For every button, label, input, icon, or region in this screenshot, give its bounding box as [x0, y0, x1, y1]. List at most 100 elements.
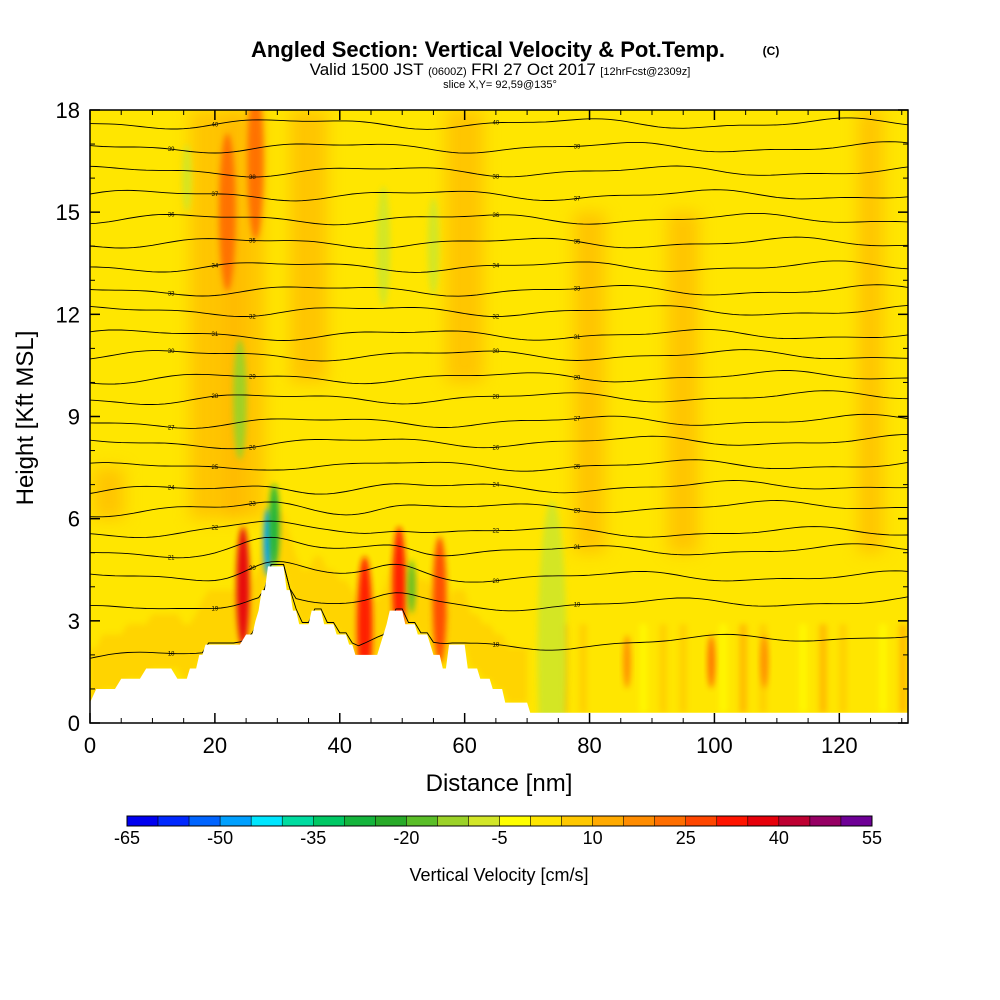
colorbar-tick-label: -20: [393, 828, 419, 848]
theta-contour: [90, 500, 908, 518]
theta-contour-label: 37: [212, 192, 219, 198]
colorbar-swatch: [219, 815, 252, 827]
colorbar-swatch: [561, 815, 593, 827]
theta-contour: [90, 536, 908, 559]
chart-subtitle: Valid 1500 JST (0600Z) FRI 27 Oct 2017 […: [310, 60, 691, 79]
theta-contour-label: 36: [168, 212, 175, 218]
colorbar-swatch: [530, 815, 562, 827]
colorbar-swatch: [716, 815, 749, 827]
y-tick-label: 12: [56, 302, 80, 327]
colorbar-swatch: [592, 815, 624, 827]
plume-band: [667, 212, 699, 553]
colorbar-swatch: [499, 815, 531, 827]
y-tick-label: 6: [68, 507, 80, 532]
colorbar-tick-label: 40: [769, 828, 789, 848]
theta-contour: [90, 117, 908, 130]
colorbar-swatch: [250, 815, 283, 827]
y-axis-label: Height [Kft MSL]: [12, 331, 39, 506]
updraft-cell: [236, 526, 250, 647]
low-band: [899, 624, 907, 713]
low-band: [739, 624, 747, 713]
low-band: [639, 624, 647, 713]
theta-contour-label: 34: [212, 263, 219, 269]
subtitle-forecast-run: [12hrFcst@2309z]: [600, 66, 690, 78]
potential-temperature-contours: 18 18 19 19 20 20 21 21 22 22 23 23 24 24 25 25 26 26 27 27…: [90, 117, 908, 659]
theta-contour: [90, 520, 908, 539]
terrain-mask: [90, 566, 908, 723]
theta-contour-label: 33: [168, 292, 175, 298]
low-band: [719, 624, 727, 713]
theta-contour-label: 31: [574, 335, 581, 341]
low-band: [679, 624, 687, 713]
theta-contour-label: 30: [493, 349, 500, 355]
theta-contour-label: 30: [168, 349, 175, 355]
theta-contour: [90, 434, 908, 450]
colorbar-swatch: [623, 815, 655, 827]
theta-contour-label: 19: [574, 603, 581, 609]
colorbar-swatch: [654, 815, 686, 827]
low-band: [579, 624, 588, 713]
colorbar-swatch: [437, 815, 469, 827]
colorbar-swatch: [468, 815, 500, 827]
theta-contour-label: 25: [212, 465, 219, 471]
downdraft-cell: [537, 501, 567, 723]
low-band: [619, 624, 628, 713]
subtitle-date: FRI 27 Oct 2017: [471, 60, 596, 79]
theta-contour-label: 18: [493, 642, 500, 648]
theta-contour-label: 24: [168, 485, 175, 491]
theta-contour: [90, 564, 908, 612]
theta-contour: [90, 349, 908, 362]
downdraft-cell: [269, 484, 280, 567]
theta-contour: [90, 480, 908, 495]
x-tick-label: 80: [577, 733, 601, 758]
y-tick-label: 0: [68, 711, 80, 736]
theta-contour-label: 27: [574, 417, 581, 423]
x-tick-label: 0: [84, 733, 96, 758]
theta-contour-label: 21: [574, 545, 581, 551]
updraft-cell: [432, 536, 447, 665]
x-tick-label: 40: [328, 733, 352, 758]
theta-contour-label: 35: [249, 239, 256, 245]
theta-contour-label: 35: [574, 239, 581, 245]
theta-contour-label: 26: [493, 445, 500, 451]
plume-band: [93, 467, 125, 519]
colorbar-tick-label: -50: [207, 828, 233, 848]
theta-contour-label: 39: [574, 144, 581, 150]
downdraft-cell: [182, 144, 192, 213]
y-tick-label: 15: [56, 200, 80, 225]
low-band: [659, 624, 667, 713]
theta-contour-label: 19: [212, 606, 219, 612]
theta-contour: [90, 284, 908, 297]
theta-contour-label: 33: [574, 287, 581, 293]
colorbar-frame: [126, 815, 873, 827]
theta-contour-label: 38: [249, 175, 256, 181]
x-axis-label: Distance [nm]: [426, 770, 573, 797]
colorbar-swatch: [406, 815, 438, 827]
colorbar-swatch: [344, 815, 376, 827]
colorbar-swatch: [747, 815, 780, 827]
downdraft-cell: [376, 186, 391, 307]
theta-contour-label: 40: [212, 122, 219, 128]
colorbar-swatch: [281, 815, 314, 827]
theta-contour-label: 27: [168, 425, 175, 431]
x-tick-label: 100: [696, 733, 733, 758]
colorbar-tick-label: -65: [114, 828, 140, 848]
plume-band: [445, 110, 484, 383]
colorbar-tick-label: -35: [300, 828, 326, 848]
theta-contour-label: 23: [249, 502, 256, 508]
colorbar-tick-label: 10: [583, 828, 603, 848]
subtitle-utc-time: (0600Z): [428, 66, 467, 78]
theta-contour-label: 28: [493, 394, 500, 400]
theta-contour: [90, 459, 908, 472]
colorbar-swatch: [685, 815, 718, 827]
theta-contour-label: 32: [249, 314, 256, 320]
theta-contour: [90, 212, 908, 226]
theta-contour: [90, 260, 908, 273]
low-band: [819, 624, 827, 713]
low-band: [839, 624, 847, 713]
downdraft-cell: [407, 560, 416, 614]
updraft-cell: [219, 133, 236, 292]
plume-band: [289, 110, 328, 383]
theta-contour: [90, 141, 908, 154]
